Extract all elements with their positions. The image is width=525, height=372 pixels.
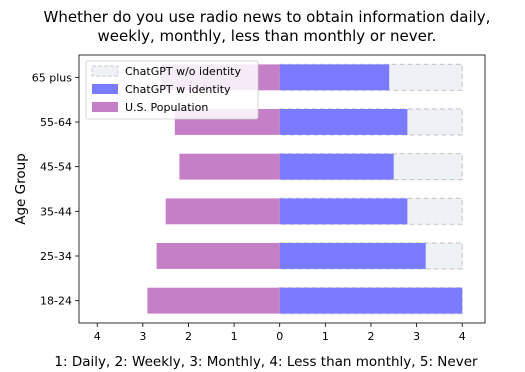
y-tick-label-35-44: 35-44 <box>40 205 72 218</box>
bar-chatgpt-w-identity-25-34 <box>279 243 426 269</box>
legend-label-us-population: U.S. Population <box>125 101 208 114</box>
bar-u-s-population-45-54 <box>179 153 280 180</box>
x-tick-label: 3 <box>139 330 146 343</box>
bar-chatgpt-w-identity-45-54 <box>279 153 394 180</box>
x-axis-label: 1: Daily, 2: Weekly, 3: Monthly, 4: Less… <box>54 354 478 370</box>
bar-chatgpt-w-identity-65-plus <box>279 64 390 91</box>
x-axis-ticks: 4 3 2 1 0 1 2 3 4 <box>94 323 466 343</box>
plot-area <box>78 54 486 324</box>
y-tick-label-18-24: 18-24 <box>40 295 72 308</box>
x-tick-label: 3 <box>413 330 420 343</box>
bars-group <box>147 63 463 315</box>
y-tick-label-65-plus: 65 plus <box>32 71 73 84</box>
legend-label-without-identity: ChatGPT w/o identity <box>125 65 241 78</box>
x-tick-label: 4 <box>459 330 466 343</box>
bar-u-s-population-35-44 <box>165 198 280 225</box>
y-tick-label-45-54: 45-54 <box>40 161 72 174</box>
bar-chatgpt-w-identity-35-44 <box>279 198 408 225</box>
bar-chatgpt-w-identity-18-24 <box>279 287 463 314</box>
y-axis-ticks: 18-24 25-34 35-44 45-54 55-64 65 plus <box>32 71 79 308</box>
y-tick-label-55-64: 55-64 <box>40 116 72 129</box>
legend-swatch-us-population <box>92 102 118 112</box>
x-tick-label: 0 <box>276 330 283 343</box>
y-tick-label-25-34: 25-34 <box>40 250 72 263</box>
bar-u-s-population-18-24 <box>147 287 280 314</box>
chart-title-line-2: weekly, monthly, less than monthly or ne… <box>98 27 437 45</box>
legend-label-with-identity: ChatGPT w identity <box>125 83 231 96</box>
x-tick-label: 2 <box>185 330 192 343</box>
x-tick-label: 2 <box>367 330 374 343</box>
y-axis-label: Age Group <box>13 153 29 225</box>
x-tick-label: 4 <box>94 330 101 343</box>
x-tick-label: 1 <box>231 330 238 343</box>
bar-chatgpt-w-identity-55-64 <box>279 109 408 135</box>
bar-u-s-population-25-34 <box>156 243 280 269</box>
legend-swatch-with-identity <box>92 84 118 94</box>
x-tick-label: 1 <box>322 330 329 343</box>
legend-swatch-without-identity <box>91 65 119 77</box>
chart-title-line-1: Whether do you use radio news to obtain … <box>44 8 491 26</box>
legend-box <box>85 60 259 120</box>
legend: ChatGPT w/o identity ChatGPT w identity … <box>85 60 259 120</box>
